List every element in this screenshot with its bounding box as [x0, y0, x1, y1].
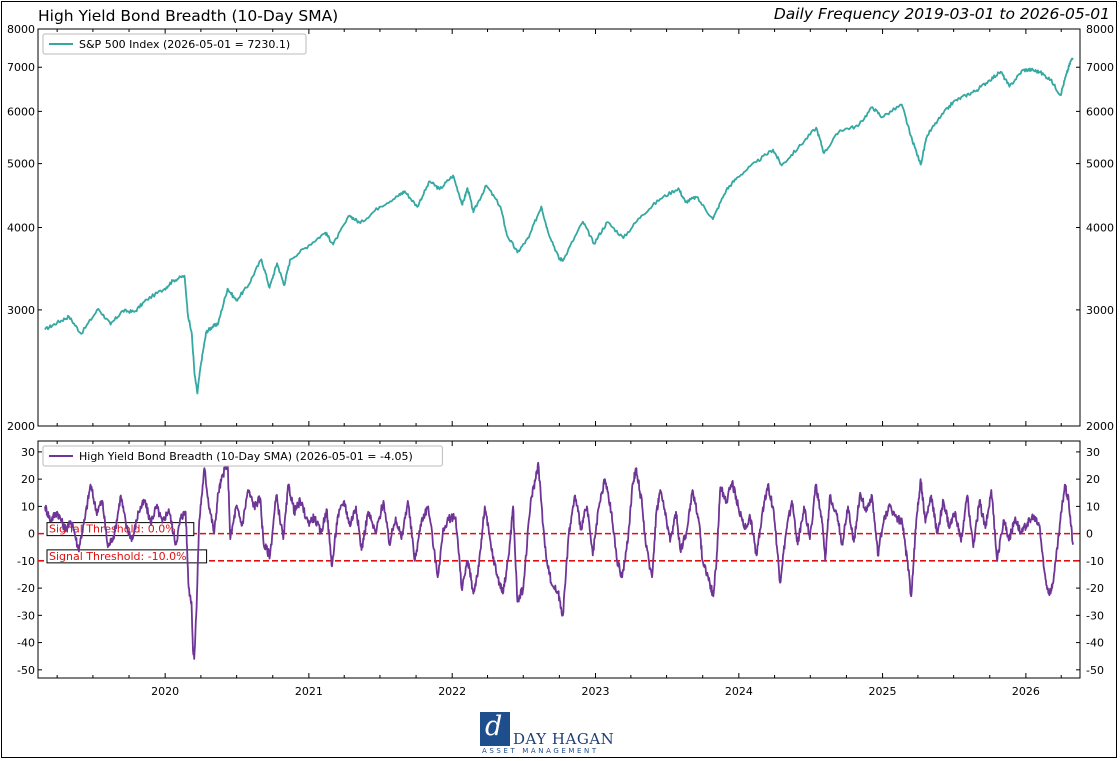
y-tick-label-right: -10: [1086, 555, 1104, 568]
y-tick-label-left: 8000: [7, 23, 35, 36]
legend-box: [42, 445, 443, 467]
y-tick-label-left: 0: [28, 528, 35, 541]
y-tick-label-left: 10: [21, 500, 35, 513]
company-logo: d DAY HAGAN ASSET MANAGEMENT: [480, 710, 614, 758]
logo-subtitle: ASSET MANAGEMENT: [482, 747, 599, 755]
y-tick-label-right: 3000: [1086, 304, 1114, 317]
threshold-label: Signal Threshold: 0.0%: [49, 523, 176, 536]
legend-box: [42, 33, 307, 55]
y-tick-label-right: -20: [1086, 582, 1104, 595]
y-tick-label-right: 5000: [1086, 158, 1114, 171]
series-line: [44, 57, 1074, 395]
y-tick-label-right: 4000: [1086, 222, 1114, 235]
threshold-label-box: [46, 549, 208, 564]
y-tick-label-left: 4000: [7, 222, 35, 235]
y-tick-label-left: 3000: [7, 304, 35, 317]
x-tick-label: 2020: [151, 685, 179, 698]
legend-label: S&P 500 Index (2026-05-01 = 7230.1): [79, 38, 290, 51]
x-tick-label: 2026: [1012, 685, 1040, 698]
y-tick-label-left: 5000: [7, 158, 35, 171]
x-tick-label: 2022: [438, 685, 466, 698]
y-tick-label-left: -20: [17, 582, 35, 595]
y-tick-label-left: -30: [17, 609, 35, 622]
logo-mark-letter: d: [485, 711, 503, 742]
y-tick-label-left: -50: [17, 664, 35, 677]
chart-subtitle: Daily Frequency 2019-03-01 to 2026-05-01: [773, 5, 1110, 23]
y-tick-label-left: 6000: [7, 105, 35, 118]
y-tick-label-right: 20: [1086, 473, 1100, 486]
y-tick-label-left: 30: [21, 446, 35, 459]
y-tick-label-right: 7000: [1086, 61, 1114, 74]
y-tick-label-right: -50: [1086, 664, 1104, 677]
y-tick-label-right: -40: [1086, 637, 1104, 650]
y-tick-label-right: 8000: [1086, 23, 1114, 36]
y-tick-label-right: 0: [1086, 528, 1093, 541]
y-tick-label-left: -10: [17, 555, 35, 568]
y-tick-label-right: -30: [1086, 609, 1104, 622]
logo-mark: d: [480, 711, 510, 746]
x-tick-label: 2023: [582, 685, 610, 698]
y-tick-label-left: -40: [17, 637, 35, 650]
legend-label: High Yield Bond Breadth (10-Day SMA) (20…: [79, 450, 413, 463]
x-tick-label: 2025: [869, 685, 897, 698]
y-tick-label-right: 2000: [1086, 420, 1114, 433]
x-tick-label: 2024: [725, 685, 753, 698]
y-tick-label-left: 2000: [7, 420, 35, 433]
y-tick-label-right: 6000: [1086, 105, 1114, 118]
chart-title: High Yield Bond Breadth (10-Day SMA): [38, 7, 339, 25]
y-tick-label-right: 30: [1086, 446, 1100, 459]
x-tick-label: 2021: [295, 685, 323, 698]
series-line: [44, 459, 1074, 660]
y-tick-label-right: 10: [1086, 500, 1100, 513]
logo-name: DAY HAGAN: [513, 730, 615, 748]
threshold-label: Signal Threshold: -10.0%: [49, 550, 187, 563]
y-tick-label-left: 20: [21, 473, 35, 486]
y-tick-label-left: 7000: [7, 61, 35, 74]
